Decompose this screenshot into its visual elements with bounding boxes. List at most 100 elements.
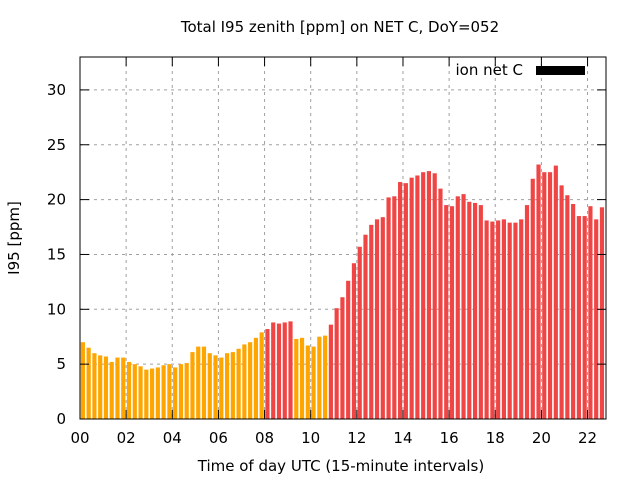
bar (196, 346, 201, 419)
bar (173, 367, 178, 419)
x-tick-label: 22 (578, 429, 597, 447)
bar (461, 194, 466, 419)
bar (121, 357, 126, 419)
bar (138, 366, 143, 419)
bar (150, 368, 155, 419)
bar (507, 222, 512, 419)
bar (103, 356, 109, 419)
bar (178, 364, 184, 419)
bar (530, 178, 535, 419)
bar (259, 332, 264, 419)
bar (374, 219, 380, 419)
bar (311, 346, 316, 419)
bar (386, 197, 391, 419)
bar (501, 219, 506, 419)
bar (536, 164, 541, 419)
chart-title: Total I95 zenith [ppm] on NET C, DoY=052 (180, 18, 499, 36)
bar (328, 324, 333, 419)
bar (426, 171, 432, 419)
bar (230, 352, 235, 419)
bar (126, 361, 132, 419)
bar (357, 246, 362, 419)
ticks: 0 5 10 15 20 25 30 00 02 04 06 08 10 12 14 16 18 20 22 (47, 57, 606, 447)
bar (472, 202, 478, 419)
y-tick-label: 25 (47, 136, 66, 154)
bar (92, 353, 97, 419)
bar (421, 172, 426, 419)
bar (432, 173, 437, 419)
y-tick-label: 5 (56, 355, 66, 373)
bar (524, 205, 530, 419)
bar (594, 219, 599, 419)
x-tick-label: 14 (393, 429, 412, 447)
bar (547, 172, 553, 419)
bar (323, 335, 328, 419)
bar (438, 188, 443, 419)
legend: ion net C (456, 61, 585, 79)
bar (201, 346, 207, 419)
bar (155, 367, 160, 419)
y-tick-label: 10 (47, 300, 66, 318)
bar (351, 263, 357, 419)
bar (542, 172, 547, 419)
bar (248, 342, 253, 419)
bar (282, 322, 287, 419)
x-tick-label: 18 (486, 429, 505, 447)
x-tick-label: 10 (301, 429, 320, 447)
bar (109, 361, 114, 419)
bar (553, 165, 558, 419)
x-axis-label: Time of day UTC (15-minute intervals) (197, 457, 484, 475)
bar (299, 337, 305, 419)
bar (242, 344, 247, 419)
bar (294, 338, 299, 419)
y-axis-label: I95 [ppm] (5, 201, 23, 275)
y-tick-label: 0 (56, 410, 66, 428)
bar (565, 195, 570, 419)
x-tick-label: 20 (532, 429, 551, 447)
bar (478, 205, 483, 419)
grid (80, 57, 606, 419)
bar (86, 347, 91, 419)
legend-label: ion net C (456, 61, 523, 79)
bar (132, 364, 137, 419)
bar (467, 201, 472, 419)
bar (398, 182, 403, 419)
bar (559, 185, 564, 419)
bar (207, 353, 212, 419)
bar (449, 206, 455, 419)
x-tick-label: 16 (440, 429, 459, 447)
bar (317, 336, 322, 419)
x-tick-label: 00 (70, 429, 89, 447)
plot-frame (79, 56, 607, 420)
bar (167, 364, 172, 419)
bar (236, 348, 241, 419)
bar (253, 337, 258, 419)
bars (80, 164, 605, 419)
bar (271, 322, 276, 419)
y-tick-label: 20 (47, 191, 66, 209)
bar (392, 196, 397, 419)
x-tick-label: 04 (163, 429, 182, 447)
bar (496, 220, 501, 419)
bar (213, 355, 218, 419)
bar (369, 224, 374, 419)
bar (334, 308, 339, 419)
y-tick-label: 15 (47, 245, 66, 263)
bar (305, 345, 310, 419)
bar (363, 234, 368, 419)
bar (224, 353, 230, 419)
bar (98, 355, 103, 419)
bar (576, 216, 581, 419)
bar (582, 216, 587, 419)
bar (409, 177, 414, 419)
bar (588, 206, 593, 419)
bar (161, 365, 166, 419)
bar (184, 363, 189, 419)
x-tick-label: 02 (117, 429, 136, 447)
bar (80, 342, 85, 419)
bar (288, 321, 293, 419)
bar (415, 175, 420, 419)
x-tick-label: 08 (255, 429, 274, 447)
bar (403, 183, 408, 419)
bar (219, 357, 224, 419)
